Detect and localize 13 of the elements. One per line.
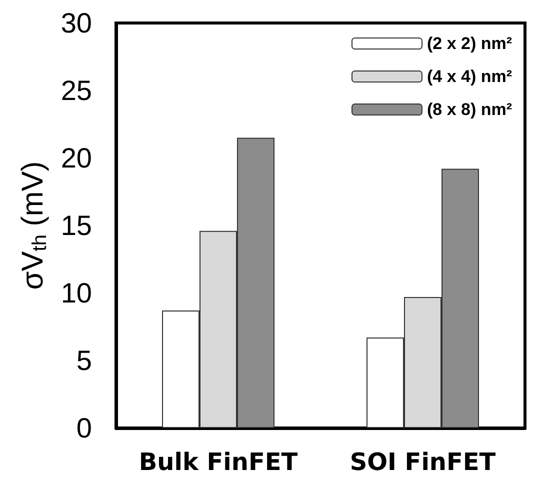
y-tick-label: 10 <box>60 278 92 308</box>
x-tick-label: Bulk FinFET <box>138 448 298 476</box>
y-tick-label: 30 <box>60 8 92 38</box>
legend-label: (2 x 2) nm² <box>426 34 512 53</box>
y-tick-label: 5 <box>76 345 92 376</box>
x-tick-label: SOI FinFET <box>350 448 496 476</box>
legend-label: (8 x 8) nm² <box>426 100 512 119</box>
y-tick-label: 20 <box>60 142 92 174</box>
y-axis-title: σVth (mV) <box>16 161 51 290</box>
y-tick-label: 15 <box>60 210 92 241</box>
legend-label: (4 x 4) nm² <box>426 67 512 86</box>
y-tick-label: 25 <box>60 75 92 106</box>
y-tick-label: 0 <box>76 412 92 444</box>
